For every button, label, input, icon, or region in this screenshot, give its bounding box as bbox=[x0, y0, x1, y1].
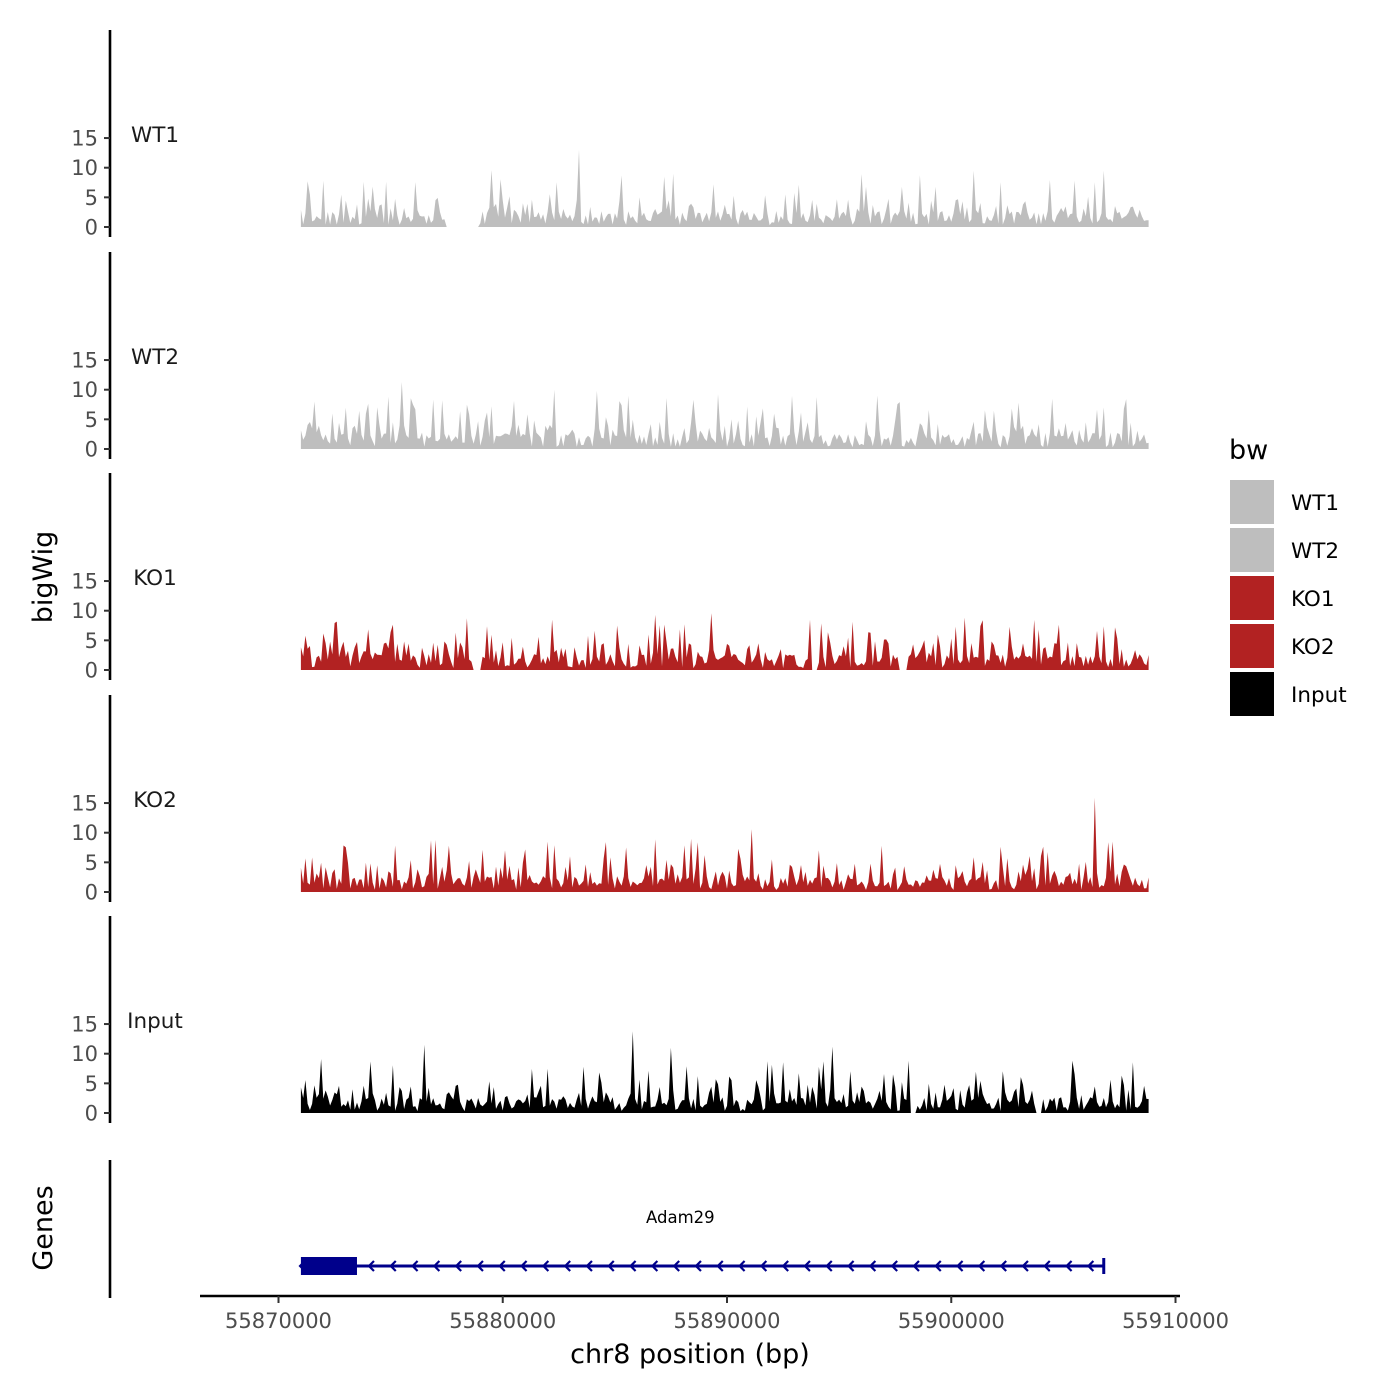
strand-arrow bbox=[1065, 1260, 1073, 1272]
legend-title: bw bbox=[1229, 435, 1268, 466]
strand-arrow bbox=[716, 1260, 724, 1272]
strand-arrow bbox=[912, 1260, 920, 1272]
strand-arrow bbox=[389, 1260, 397, 1272]
strand-arrow bbox=[738, 1260, 746, 1272]
track-ko2: 0 5 10 15 KO2 bbox=[71, 695, 1149, 905]
gene-adam29: Adam29 bbox=[298, 1208, 1106, 1275]
strand-arrow bbox=[585, 1260, 593, 1272]
y-tick-label: 0 bbox=[85, 659, 98, 683]
y-tick-label: 15 bbox=[71, 127, 98, 151]
strand-arrow bbox=[999, 1260, 1007, 1272]
strand-arrow bbox=[607, 1260, 615, 1272]
strand-arrow bbox=[520, 1260, 528, 1272]
track-label-ko2: KO2 bbox=[133, 788, 177, 813]
track-input: 0 5 10 15 Input bbox=[71, 916, 1149, 1126]
strand-arrow bbox=[476, 1260, 484, 1272]
y-tick-label: 5 bbox=[85, 186, 98, 210]
genes-axis-title: Genes bbox=[28, 1185, 59, 1270]
legend-swatch-ko1 bbox=[1230, 576, 1274, 620]
strand-arrow bbox=[781, 1260, 789, 1272]
track-label-ko1: KO1 bbox=[133, 566, 177, 591]
coverage-area-wt1 bbox=[300, 149, 1149, 227]
strand-arrow bbox=[890, 1260, 898, 1272]
x-tick-label: 55870000 bbox=[225, 1309, 332, 1333]
y-tick-label: 0 bbox=[85, 1102, 98, 1126]
y-tick-label: 5 bbox=[85, 629, 98, 653]
y-tick-label: 5 bbox=[85, 851, 98, 875]
x-axis-title: chr8 position (bp) bbox=[570, 1339, 810, 1370]
y-tick-label: 10 bbox=[71, 156, 98, 180]
track-label-input: Input bbox=[127, 1009, 183, 1034]
x-tick-label: 55910000 bbox=[1122, 1309, 1229, 1333]
strand-arrow bbox=[847, 1260, 855, 1272]
x-tick-label: 55900000 bbox=[898, 1309, 1005, 1333]
strand-arrow bbox=[629, 1260, 637, 1272]
legend-label-input: Input bbox=[1291, 683, 1347, 708]
legend-swatch-ko2 bbox=[1230, 624, 1274, 668]
gene-start-arrow bbox=[298, 1259, 307, 1273]
track-label-wt2: WT2 bbox=[131, 345, 179, 370]
gene-exon bbox=[300, 1257, 357, 1275]
y-tick-label: 15 bbox=[71, 1013, 98, 1037]
legend-swatch-wt1 bbox=[1230, 480, 1274, 524]
strand-arrow bbox=[672, 1260, 680, 1272]
strand-arrow bbox=[411, 1260, 419, 1272]
legend-swatch-wt2 bbox=[1230, 528, 1274, 572]
strand-arrow bbox=[498, 1260, 506, 1272]
strand-arrow bbox=[956, 1260, 964, 1272]
y-tick-label: 10 bbox=[71, 821, 98, 845]
y-tick-label: 15 bbox=[71, 792, 98, 816]
coverage-area-wt2 bbox=[300, 382, 1149, 449]
strand-arrow bbox=[454, 1260, 462, 1272]
track-wt2: 0 5 10 15 WT2 bbox=[71, 252, 1149, 462]
strand-arrow bbox=[759, 1260, 768, 1272]
strand-arrow bbox=[1021, 1260, 1029, 1272]
legend-label-wt1: WT1 bbox=[1291, 491, 1339, 516]
y-tick-label: 0 bbox=[85, 881, 98, 905]
gene-label: Adam29 bbox=[646, 1208, 715, 1227]
y-tick-label: 5 bbox=[85, 1072, 98, 1096]
y-tick-label: 10 bbox=[71, 599, 98, 623]
legend-label-ko2: KO2 bbox=[1291, 635, 1335, 660]
strand-arrow bbox=[563, 1260, 571, 1272]
track-wt1: 0 5 10 15 WT1 bbox=[71, 30, 1149, 240]
strand-arrow bbox=[650, 1260, 659, 1272]
track-ko1: 0 5 10 15 KO1 bbox=[71, 473, 1149, 683]
strand-arrow bbox=[694, 1260, 702, 1272]
strand-arrow bbox=[868, 1260, 877, 1272]
coverage-area-input bbox=[300, 1031, 1149, 1113]
y-tick-label: 15 bbox=[71, 349, 98, 373]
strand-arrow bbox=[825, 1260, 833, 1272]
strand-arrow bbox=[1086, 1260, 1095, 1272]
strand-arrow bbox=[803, 1260, 811, 1272]
strand-arrow bbox=[367, 1260, 375, 1272]
coverage-area-ko2 bbox=[300, 797, 1149, 892]
y-tick-label: 0 bbox=[85, 438, 98, 462]
strand-arrow bbox=[977, 1260, 986, 1272]
strand-arrow bbox=[432, 1260, 441, 1272]
strand-arrow bbox=[934, 1260, 942, 1272]
coverage-area-ko1 bbox=[300, 613, 1149, 670]
y-tick-label: 10 bbox=[71, 1042, 98, 1066]
legend-label-wt2: WT2 bbox=[1291, 539, 1339, 564]
y-tick-label: 0 bbox=[85, 216, 98, 240]
strand-arrow bbox=[541, 1260, 550, 1272]
y-tick-label: 5 bbox=[85, 408, 98, 432]
legend-label-ko1: KO1 bbox=[1291, 587, 1335, 612]
x-tick-label: 55880000 bbox=[449, 1309, 556, 1333]
track-label-wt1: WT1 bbox=[131, 123, 179, 148]
y-tick-label: 15 bbox=[71, 570, 98, 594]
y-axis-title: bigWig bbox=[28, 531, 59, 624]
x-tick-label: 55890000 bbox=[674, 1309, 781, 1333]
y-tick-label: 10 bbox=[71, 378, 98, 402]
legend-swatch-input bbox=[1230, 672, 1274, 716]
strand-arrow bbox=[1043, 1260, 1051, 1272]
